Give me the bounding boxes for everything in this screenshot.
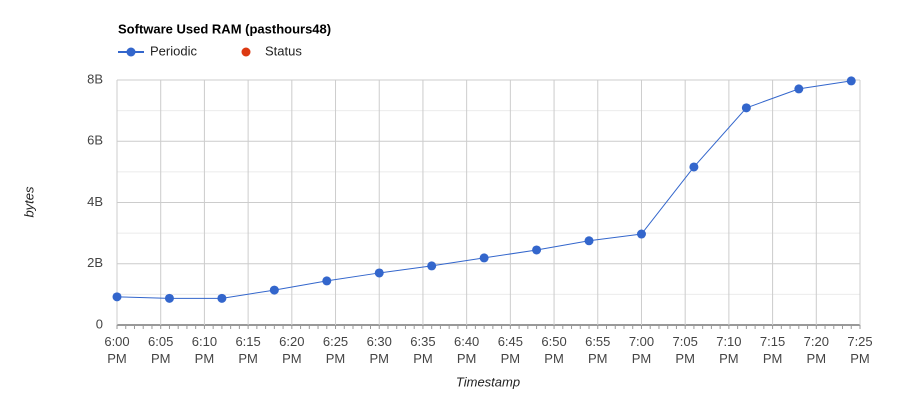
x-tick-label-line: 7:05 bbox=[673, 334, 698, 349]
x-tick-label-line: PM bbox=[763, 351, 783, 366]
x-tick-label-line: 6:30 bbox=[367, 334, 392, 349]
legend-marker bbox=[126, 47, 136, 57]
data-point bbox=[217, 293, 227, 303]
data-point bbox=[112, 292, 122, 302]
series-line bbox=[116, 80, 852, 299]
x-tick-label-line: 6:45 bbox=[498, 334, 523, 349]
x-tick-label: 7:00 PM bbox=[629, 334, 654, 366]
x-tick-label-line: 6:15 bbox=[235, 334, 260, 349]
x-tick-label: 6:55 PM bbox=[585, 334, 610, 366]
data-point bbox=[479, 253, 489, 263]
x-tick-label-line: 6:00 bbox=[104, 334, 129, 349]
x-tick-label-line: PM bbox=[151, 351, 171, 366]
x-tick-label-line: PM bbox=[850, 351, 870, 366]
x-tick-label: 6:00 PM bbox=[104, 334, 129, 366]
legend-label: Status bbox=[265, 43, 302, 58]
x-tick-label-line: 6:20 bbox=[279, 334, 304, 349]
x-tick-label-line: 7:00 bbox=[629, 334, 654, 349]
x-tick-label-line: 7:25 bbox=[847, 334, 872, 349]
x-tick-label-line: 6:50 bbox=[541, 334, 566, 349]
x-tick-label: 6:45 PM bbox=[498, 334, 523, 366]
data-point bbox=[689, 162, 699, 172]
x-tick-label: 7:15 PM bbox=[760, 334, 785, 366]
x-tick-label: 6:10 PM bbox=[192, 334, 217, 366]
y-tick-label: 8B bbox=[87, 71, 103, 86]
data-point bbox=[322, 276, 332, 286]
data-point bbox=[794, 84, 804, 94]
x-tick-label: 6:35 PM bbox=[410, 334, 435, 366]
data-point bbox=[427, 261, 437, 271]
data-point bbox=[532, 245, 542, 255]
data-point bbox=[374, 268, 384, 278]
x-axis-title: Timestamp bbox=[456, 374, 520, 389]
x-tick-label-line: PM bbox=[326, 351, 346, 366]
x-tick-label: 7:10 PM bbox=[716, 334, 741, 366]
x-tick-label-line: PM bbox=[457, 351, 477, 366]
legend-marker bbox=[241, 47, 251, 57]
x-tick-label: 7:25 PM bbox=[847, 334, 872, 366]
data-point bbox=[269, 285, 279, 295]
x-tick-label: 6:20 PM bbox=[279, 334, 304, 366]
x-tick-label: 6:30 PM bbox=[367, 334, 392, 366]
y-tick-label: 0 bbox=[96, 316, 103, 331]
chart-title: Software Used RAM (pasthours48) bbox=[118, 21, 331, 36]
x-tick-label-line: PM bbox=[675, 351, 695, 366]
x-tick-label-line: PM bbox=[282, 351, 302, 366]
x-tick-label-line: 6:35 bbox=[410, 334, 435, 349]
x-tick-label-line: 6:40 bbox=[454, 334, 479, 349]
x-tick-label: 7:20 PM bbox=[804, 334, 829, 366]
x-tick-label-line: PM bbox=[501, 351, 521, 366]
x-tick-label: 6:40 PM bbox=[454, 334, 479, 366]
x-tick-label-line: PM bbox=[195, 351, 215, 366]
x-tick-label-line: PM bbox=[807, 351, 827, 366]
x-tick-label-line: PM bbox=[413, 351, 433, 366]
x-tick-label-line: PM bbox=[107, 351, 127, 366]
x-tick-label-line: PM bbox=[632, 351, 652, 366]
x-tick-label-line: PM bbox=[588, 351, 608, 366]
x-tick-label-line: PM bbox=[369, 351, 389, 366]
x-tick-label-line: 7:15 bbox=[760, 334, 785, 349]
x-tick-label-line: PM bbox=[238, 351, 258, 366]
data-point bbox=[636, 229, 646, 239]
x-tick-label: 7:05 PM bbox=[673, 334, 698, 366]
x-tick-label: 6:50 PM bbox=[541, 334, 566, 366]
legend-label: Periodic bbox=[150, 43, 197, 58]
x-tick-label-line: 6:05 bbox=[148, 334, 173, 349]
x-tick-label: 6:15 PM bbox=[235, 334, 260, 366]
data-point bbox=[741, 103, 751, 113]
x-tick-label: 6:05 PM bbox=[148, 334, 173, 366]
x-tick-label: 6:25 PM bbox=[323, 334, 348, 366]
y-tick-label: 6B bbox=[87, 133, 103, 148]
x-tick-label-line: 6:25 bbox=[323, 334, 348, 349]
y-tick-label: 4B bbox=[87, 194, 103, 209]
x-tick-label-line: 6:55 bbox=[585, 334, 610, 349]
x-tick-label-line: 6:10 bbox=[192, 334, 217, 349]
data-point bbox=[846, 76, 856, 86]
data-point bbox=[164, 293, 174, 303]
x-tick-label-line: PM bbox=[544, 351, 564, 366]
data-point bbox=[584, 236, 594, 246]
x-tick-label-line: 7:10 bbox=[716, 334, 741, 349]
y-axis-title: bytes bbox=[21, 186, 36, 218]
x-tick-label-line: 7:20 bbox=[804, 334, 829, 349]
y-tick-label: 2B bbox=[87, 255, 103, 270]
x-tick-label-line: PM bbox=[719, 351, 739, 366]
